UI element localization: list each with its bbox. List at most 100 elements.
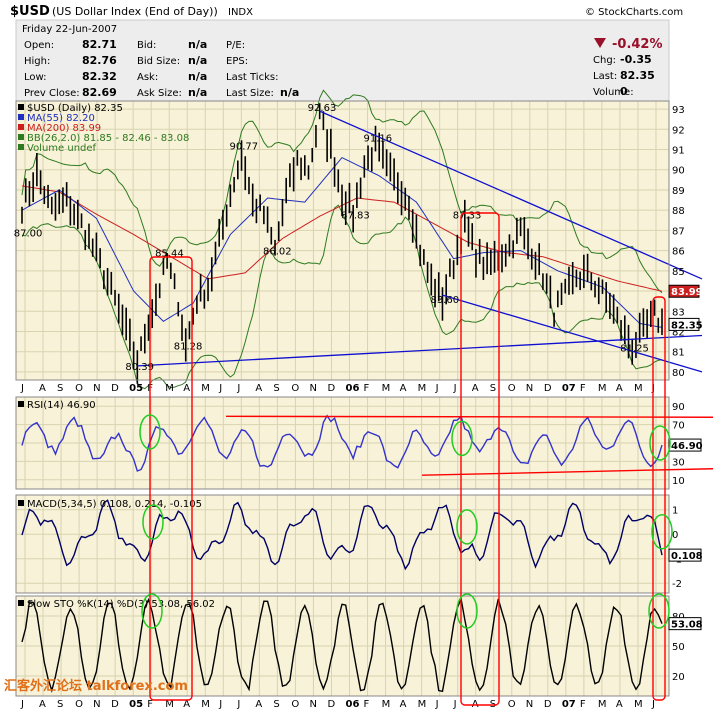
price-annotation: 90.77: [230, 142, 259, 153]
x-tick-label: J: [20, 383, 24, 394]
macd-last-box: [668, 548, 702, 562]
price-annotation: 87.33: [453, 210, 482, 221]
x-tick-label: A: [400, 699, 407, 710]
signal-circle: [451, 420, 473, 457]
legend-swatch: [18, 104, 24, 110]
signal-circle: [651, 514, 673, 550]
rsi-line: [21, 414, 663, 472]
quote-field-label: Open:: [24, 40, 54, 51]
x-tick-label: F: [147, 699, 153, 710]
x-tick-label: M: [382, 699, 391, 710]
last-value-label: 83.99: [671, 287, 703, 298]
x-tick-label: O: [508, 699, 516, 710]
legend-label: Slow STO %K(14) %D(3) 53.08, 56.02: [27, 599, 215, 610]
x-tick-label: 05: [129, 699, 143, 710]
x-tick-label: 06: [346, 383, 360, 394]
x-tick-label: A: [472, 383, 479, 394]
price-annotation: 81.28: [174, 342, 203, 353]
x-tick-label: M: [165, 383, 174, 394]
macd-tick-label: -2: [672, 579, 682, 590]
x-tick-label: J: [453, 699, 457, 710]
price-tick-label: 86: [672, 247, 685, 258]
legend-swatch: [18, 600, 24, 606]
price-tick-label: 89: [672, 186, 685, 197]
price-tick-label: 88: [672, 206, 685, 217]
price-annotation: 87.83: [341, 210, 370, 221]
price-annotation: 83.60: [430, 295, 459, 306]
signal-circle: [456, 509, 478, 545]
quote-field-value: 82.76: [82, 54, 117, 67]
quote-field-value: n/a: [188, 54, 207, 67]
quote-field-value: 82.35: [620, 69, 655, 82]
sto-tick-label: 20: [672, 672, 685, 683]
x-tick-label: M: [634, 383, 643, 394]
x-tick-label: S: [57, 383, 63, 394]
quote-field-label: Prev Close:: [24, 88, 80, 99]
signal-circle: [648, 593, 670, 629]
x-tick-label: N: [309, 383, 316, 394]
x-tick-label: J: [20, 699, 24, 710]
price-annotation: 91.16: [363, 133, 392, 144]
macd-tick-label: 0: [672, 530, 678, 541]
x-tick-label: M: [201, 383, 210, 394]
price-tick-label: 92: [672, 125, 685, 136]
price-annotation: 85.44: [155, 249, 184, 260]
symbol-name: (US Dollar Index (End of Day)): [52, 5, 218, 18]
x-tick-label: J: [236, 699, 240, 710]
legend-swatch: [18, 401, 24, 407]
watermark-text: 汇客外汇论坛 talkforex.com: [4, 678, 188, 694]
legend-swatch: [18, 114, 24, 120]
x-tick-label: S: [57, 699, 63, 710]
rsi-last-label: 46.90: [671, 441, 703, 452]
series: [21, 89, 703, 694]
site-credit[interactable]: © StockCharts.com: [585, 7, 683, 18]
quote-field-label: Last Size:: [226, 88, 274, 99]
symbol-title: $USD: [10, 4, 50, 19]
x-tick-label: D: [544, 383, 552, 394]
x-tick-label: D: [111, 699, 119, 710]
price-tick-label: 87: [672, 226, 685, 237]
x-tick-label: M: [418, 699, 427, 710]
x-tick-label: N: [309, 699, 316, 710]
price-tick-label: 85: [672, 267, 685, 278]
quote-date: Friday 22-Jun-2007: [22, 24, 117, 35]
x-tick-label: J: [651, 699, 655, 710]
x-tick-label: 07: [562, 699, 576, 710]
x-tick-label: M: [418, 383, 427, 394]
x-tick-label: J: [218, 383, 222, 394]
price-annotation: 92.63: [308, 103, 337, 114]
x-tick-label: J: [435, 699, 439, 710]
quote-field-value: 82.32: [82, 70, 117, 83]
quote-field-label: Last Ticks:: [226, 72, 278, 83]
x-tick-label: S: [273, 699, 279, 710]
x-tick-label: D: [111, 383, 119, 394]
last-value-box: [668, 317, 700, 331]
x-tick-label: 06: [346, 699, 360, 710]
x-tick-label: A: [39, 699, 46, 710]
legend-swatch: [18, 500, 24, 506]
quote-field-label: EPS:: [226, 56, 248, 67]
legend-label: RSI(14) 46.90: [27, 400, 96, 411]
signal-circle: [456, 593, 478, 629]
x-tick-label: D: [327, 699, 335, 710]
price-annotation: 86.02: [263, 247, 292, 258]
signal-circle: [139, 414, 161, 450]
price-annotation: 87.00: [14, 228, 43, 239]
x-tick-label: D: [327, 383, 335, 394]
x-tick-label: J: [236, 383, 240, 394]
rsi-tick-label: 70: [672, 421, 685, 432]
macd-last-label: 0.108: [671, 551, 703, 562]
ma55-line: [21, 156, 663, 328]
last-value-label: 82.35: [671, 320, 703, 331]
x-tick-label: F: [364, 699, 370, 710]
x-tick-label: A: [39, 383, 46, 394]
x-tick-label: F: [364, 383, 370, 394]
sto-last-box: [668, 617, 702, 631]
quote-field-value: n/a: [188, 38, 207, 51]
quote-field-value: n/a: [188, 86, 207, 99]
x-tick-label: O: [75, 699, 83, 710]
quote-field-value: 82.69: [82, 86, 117, 99]
quote-field-value: 82.71: [82, 38, 117, 51]
x-tick-label: F: [580, 383, 586, 394]
x-tick-label: N: [526, 383, 533, 394]
